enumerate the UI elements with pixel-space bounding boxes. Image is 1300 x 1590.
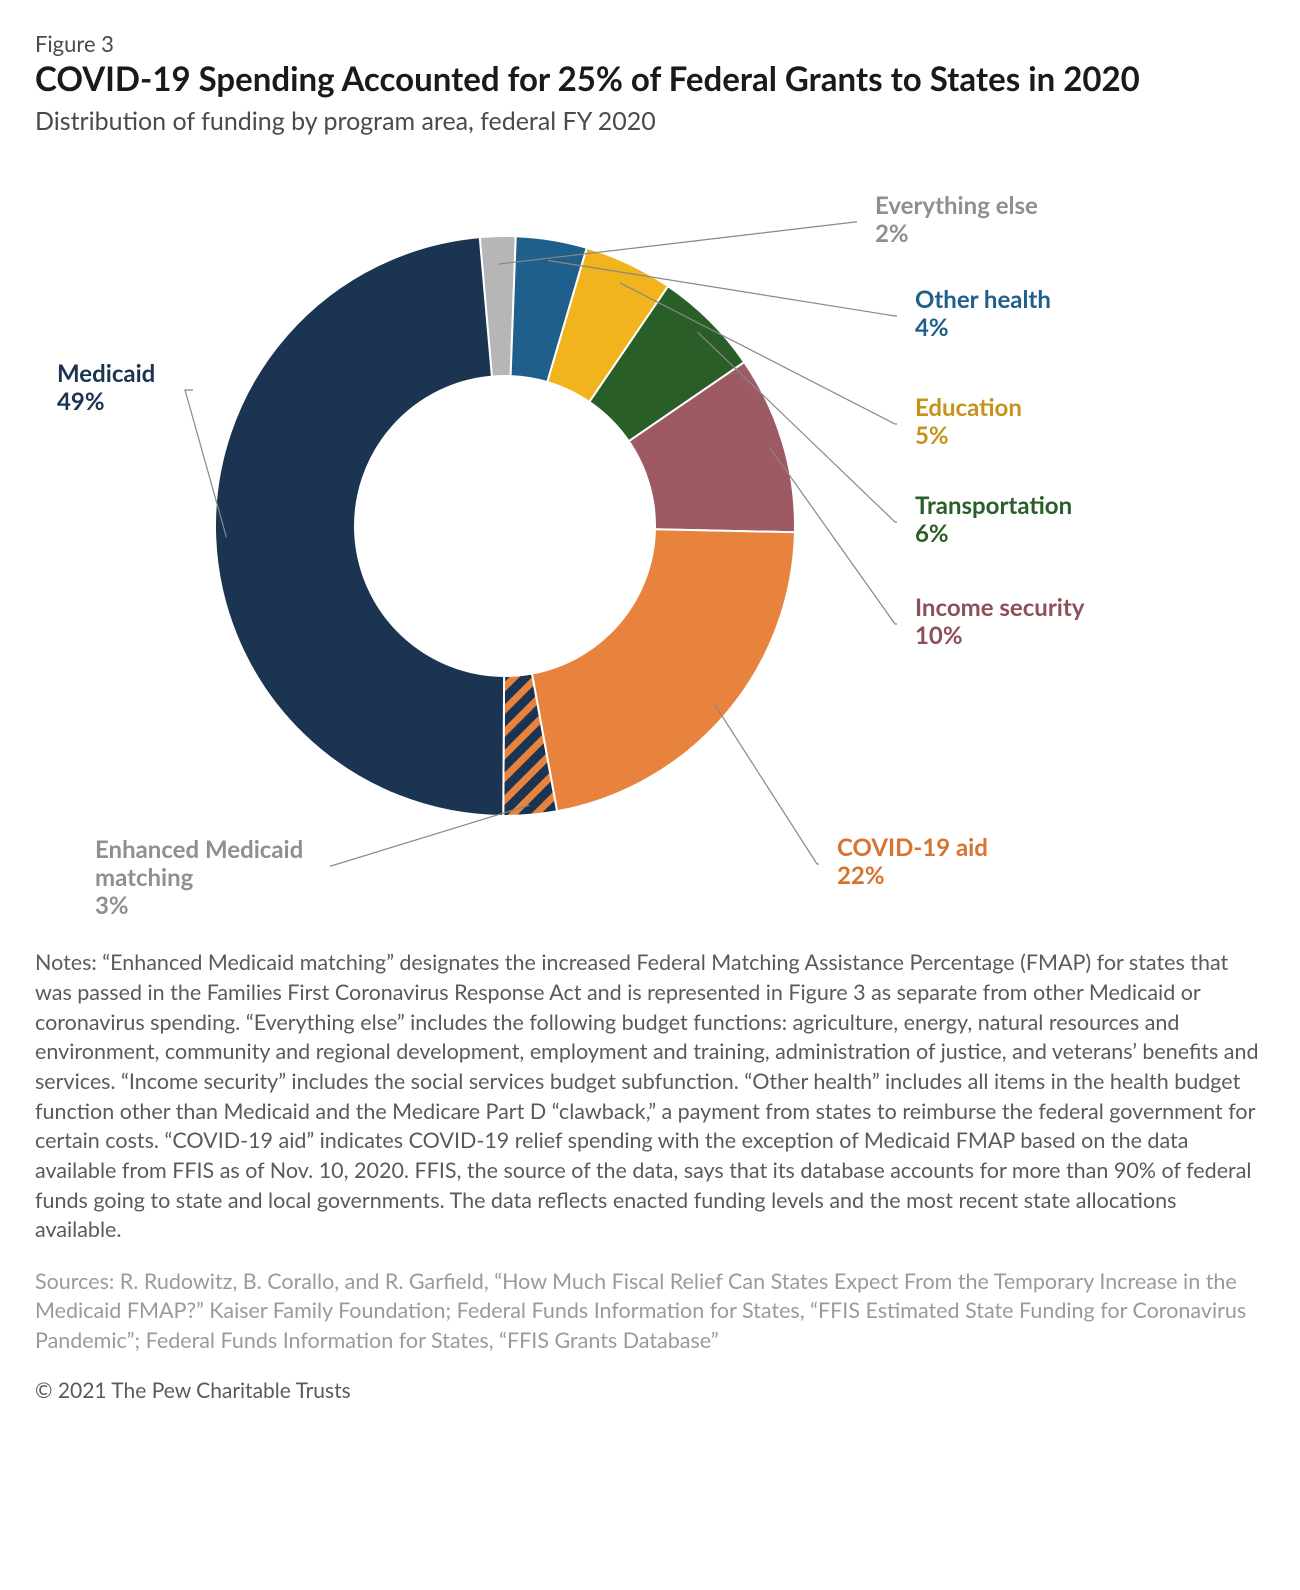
slice-label: Income security10% xyxy=(915,593,1085,650)
chart-subtitle: Distribution of funding by program area,… xyxy=(35,106,1265,136)
notes-text: Notes: “Enhanced Medicaid matching” desi… xyxy=(35,948,1265,1245)
slice-label: Enhanced Medicaidmatching3% xyxy=(95,835,303,920)
slice-label: Transportation6% xyxy=(915,491,1072,548)
figure-number: Figure 3 xyxy=(35,30,1265,57)
slice-label: Education5% xyxy=(915,393,1022,450)
leader-line xyxy=(330,805,529,866)
copyright-text: © 2021 The Pew Charitable Trusts xyxy=(35,1378,1265,1403)
donut-slice xyxy=(215,237,504,816)
slice-label: COVID-19 aid22% xyxy=(837,833,988,890)
slice-label: Medicaid49% xyxy=(57,359,155,416)
sources-text: Sources: R. Rudowitz, B. Corallo, and R.… xyxy=(35,1267,1265,1356)
slice-label: Everything else2% xyxy=(875,191,1038,248)
leader-line xyxy=(715,705,819,864)
chart-title: COVID-19 Spending Accounted for 25% of F… xyxy=(35,59,1265,100)
slice-label: Other health4% xyxy=(915,285,1051,342)
donut-chart: Everything else2% Other health4% Education… xyxy=(35,156,1265,930)
leader-line xyxy=(185,390,226,537)
